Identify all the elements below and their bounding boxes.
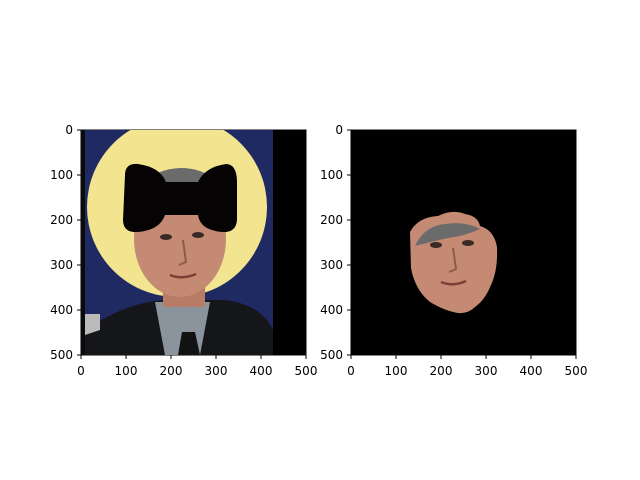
right-y-tick-label: 300 — [320, 258, 343, 272]
right-x-tick-label: 200 — [430, 364, 453, 378]
left-x-tick-label: 200 — [160, 364, 183, 378]
bow-mask — [123, 163, 237, 233]
right-x-tick-label: 500 — [565, 364, 588, 378]
right-x-tick-label: 300 — [475, 364, 498, 378]
right-y-tick-label: 500 — [320, 348, 343, 362]
left-y-tick-label: 200 — [50, 213, 73, 227]
left-x-tick-label: 400 — [250, 364, 273, 378]
left-y-tick-label: 500 — [50, 348, 73, 362]
left-x-tick-label: 0 — [77, 364, 85, 378]
right-y-tick-label: 100 — [320, 168, 343, 182]
right-image-panel: 0 100 200 300 400 500 0 100 200 300 400 … — [320, 123, 587, 378]
left-x-tick-label: 300 — [205, 364, 228, 378]
left-x-axis — [80, 355, 307, 359]
right-x-axis — [350, 355, 577, 359]
right-y-tick-label: 0 — [335, 123, 343, 137]
left-y-tick-label: 300 — [50, 258, 73, 272]
right-image — [410, 211, 498, 314]
left-image — [81, 130, 306, 355]
right-y-tick-label: 200 — [320, 213, 343, 227]
left-x-tick-label: 100 — [115, 364, 138, 378]
left-y-tick-label: 400 — [50, 303, 73, 317]
right-x-tick-label: 0 — [347, 364, 355, 378]
right-x-tick-label: 400 — [520, 364, 543, 378]
left-image-panel: 0 100 200 300 400 500 0 100 200 300 400 … — [50, 123, 318, 378]
left-y-axis — [77, 129, 81, 356]
right-y-tick-label: 400 — [320, 303, 343, 317]
left-y-tick-label: 0 — [65, 123, 73, 137]
right-y-axis — [347, 129, 351, 356]
left-y-tick-label: 100 — [50, 168, 73, 182]
left-x-tick-label: 500 — [295, 364, 318, 378]
right-x-tick-label: 100 — [385, 364, 408, 378]
